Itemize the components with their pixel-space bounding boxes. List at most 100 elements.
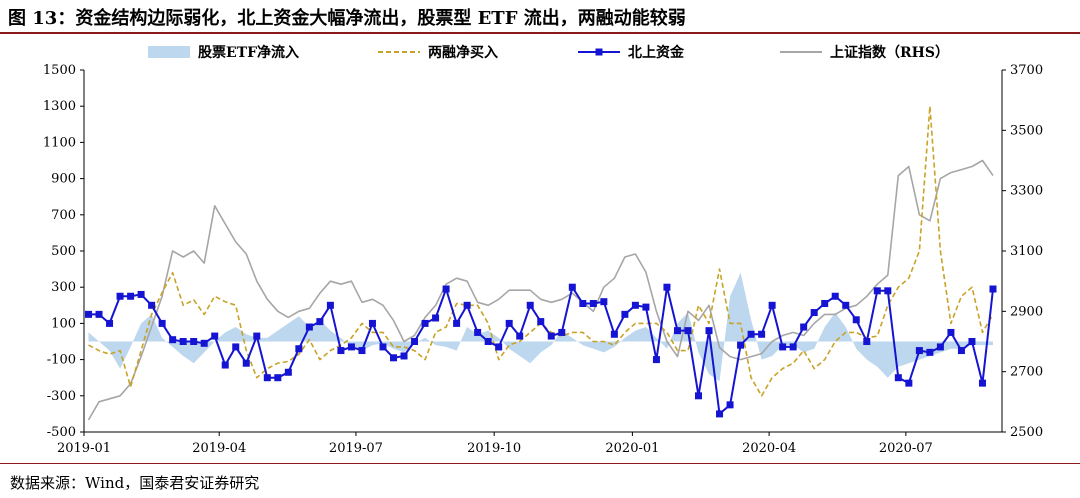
legend-swatch [148, 46, 190, 58]
y-left-tick-label: 500 [51, 244, 76, 259]
point-north [221, 361, 229, 369]
y-left-tick-label: 1300 [43, 99, 76, 114]
point-north [610, 330, 618, 338]
point-north [957, 347, 965, 355]
footer-rule [0, 463, 1080, 464]
y-right-tick-label: 3100 [1010, 244, 1043, 259]
y-right-tick-label: 2500 [1010, 425, 1043, 440]
series-area-etf [88, 272, 993, 382]
legend-label: 北上资金 [628, 44, 685, 61]
point-north [337, 347, 345, 355]
point-north [85, 310, 93, 318]
point-north [978, 379, 986, 387]
legend-item-etf: 股票ETF净流入 [148, 44, 299, 61]
point-north [821, 299, 829, 307]
point-north [537, 318, 545, 326]
y-left-tick-label: -300 [47, 389, 76, 404]
point-north [852, 316, 860, 324]
point-north [926, 348, 934, 356]
x-tick-label: 2019-01 [57, 441, 111, 456]
y-left-tick-label: 700 [51, 208, 76, 223]
x-tick-label: 2020-07 [879, 441, 933, 456]
point-north [95, 310, 103, 318]
chart: 股票ETF净流入 两融净买入 北上资金 上证指数（RHS） -500 -300 -100 1… [43, 44, 1043, 456]
series-lines [85, 105, 997, 421]
point-north [758, 330, 766, 338]
point-north [358, 347, 366, 355]
point-north [768, 301, 776, 309]
series-line-sh [87, 159, 994, 421]
y-left-tick-label: 1500 [43, 63, 76, 78]
point-north [284, 368, 292, 376]
point-north [390, 354, 398, 362]
point-north [589, 299, 597, 307]
etf-area-layer [88, 272, 993, 382]
point-north [158, 319, 166, 327]
point-north [432, 314, 440, 322]
point-north [379, 343, 387, 351]
point-north [295, 345, 303, 353]
point-north [516, 332, 524, 340]
point-north [726, 401, 734, 409]
x-tick-label: 2020-01 [605, 441, 659, 456]
point-north [810, 309, 818, 317]
point-north [137, 290, 145, 298]
point-north [316, 318, 324, 326]
point-north [915, 347, 923, 355]
point-north [747, 330, 755, 338]
x-tick-label: 2019-10 [467, 441, 521, 456]
y-right-tick-label: 2700 [1010, 365, 1043, 380]
point-north [663, 283, 671, 291]
y-left-tick-label: 1100 [43, 135, 76, 150]
point-north [442, 285, 450, 293]
title-rule [0, 32, 1080, 34]
point-north [253, 332, 261, 340]
point-north [642, 303, 650, 311]
point-north [116, 292, 124, 300]
x-tick-label: 2019-04 [192, 441, 246, 456]
point-north [411, 338, 419, 345]
point-north [831, 292, 839, 300]
point-north [652, 356, 660, 364]
point-north [263, 374, 271, 382]
x-tick-label: 2020-04 [742, 441, 796, 456]
point-north [148, 301, 156, 309]
point-north [190, 338, 198, 345]
point-north [526, 301, 534, 309]
point-north [936, 343, 944, 351]
point-north [989, 285, 997, 293]
point-north [873, 287, 881, 295]
point-north [232, 343, 240, 351]
point-north [684, 327, 692, 335]
point-north [800, 323, 808, 331]
point-north [242, 359, 250, 367]
point-north [716, 410, 724, 418]
y-right-tick-label: 3500 [1010, 123, 1043, 138]
point-north [600, 298, 608, 306]
point-north [779, 343, 787, 351]
point-north [695, 392, 703, 400]
point-north [305, 323, 313, 331]
legend: 股票ETF净流入 两融净买入 北上资金 上证指数（RHS） [148, 44, 949, 61]
point-north [474, 328, 482, 336]
y-left-tick-label: 900 [51, 172, 76, 187]
y-right-tick-label: 2900 [1010, 304, 1043, 319]
point-north [211, 332, 219, 340]
point-north [842, 301, 850, 309]
y-left-tick-label: 300 [51, 280, 76, 295]
point-north [326, 301, 334, 309]
figure-title: 图 13：资金结构边际弱化，北上资金大幅净流出，股票型 ETF 流出，两融动能较… [8, 8, 686, 29]
point-north [894, 374, 902, 382]
point-north [579, 299, 587, 307]
y-left-tick-label: 100 [51, 316, 76, 331]
point-north [947, 328, 955, 336]
source-note: 数据来源：Wind，国泰君安证券研究 [10, 474, 260, 492]
legend-marker [595, 48, 603, 56]
point-north [106, 319, 114, 327]
point-north [463, 301, 471, 309]
point-north [505, 319, 513, 327]
x-tick-label: 2019-07 [329, 441, 383, 456]
legend-item-margin: 两融净买入 [378, 44, 498, 61]
y-left-tick-label: -100 [47, 353, 76, 368]
point-north [495, 343, 503, 351]
